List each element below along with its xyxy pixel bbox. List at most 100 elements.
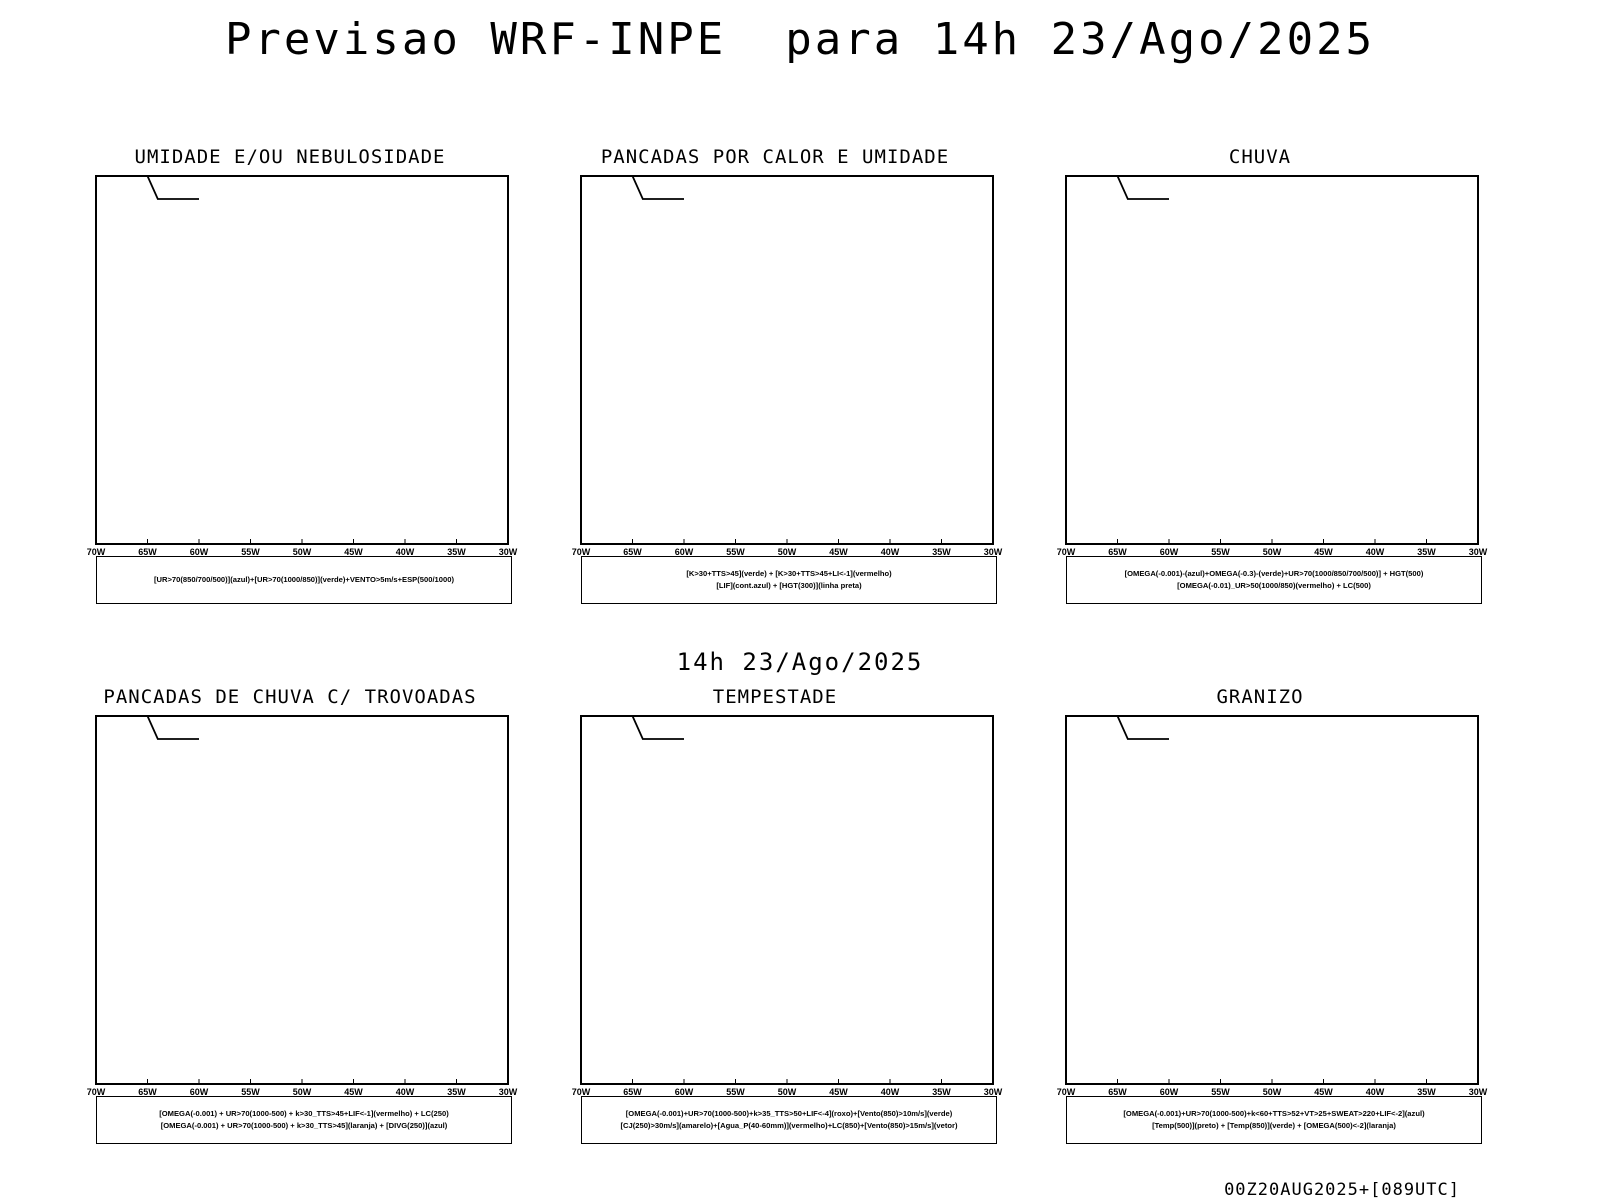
lon-tick-label: 50W [1263, 547, 1282, 557]
lon-tick-label: 30W [1469, 1087, 1488, 1097]
lon-tick-label: 40W [881, 1087, 900, 1097]
map-hail: -12-11-1012-112S15S18S21S24S27S30S33S36S… [1057, 715, 1488, 1097]
panel-title: CHUVA [1228, 146, 1292, 168]
lon-tick-label: 65W [138, 1087, 157, 1097]
lon-tick-label: 55W [241, 547, 260, 557]
lon-tick-label: 45W [829, 547, 848, 557]
lon-tick-label: 30W [499, 1087, 518, 1097]
lon-tick-label: 45W [344, 1087, 363, 1097]
lon-tick-label: 45W [1314, 1087, 1333, 1097]
lon-tick-label: 60W [675, 547, 694, 557]
panel-humidity: UMIDADE E/OU NEBULOSIDADE 10121016102010… [60, 146, 520, 616]
lon-tick-label: 50W [293, 547, 312, 557]
legend-box: [UR>70(850/700/500)](azul)+[UR>70(1000/8… [96, 556, 512, 604]
lon-tick-label: 55W [1211, 1087, 1230, 1097]
legend-box: [K>30+TTS>45](verde) + [K>30+TTS>45+LI<-… [581, 556, 997, 604]
legend-line: [OMEGA(-0.001)+UR>70(1000-500)+k<60+TTS>… [1123, 1109, 1425, 1118]
legend-line: [LIF](cont.azul) + [HGT(300)](linha pret… [716, 581, 862, 590]
lon-tick-label: 35W [1417, 1087, 1436, 1097]
lon-tick-label: 70W [572, 547, 591, 557]
legend-line: [OMEGA(-0.001) + UR>70(1000-500) + k>30_… [159, 1109, 449, 1118]
main-title: Previsao WRF-INPE para 14h 23/Ago/2025 [224, 14, 1376, 65]
lon-tick-label: 55W [726, 547, 745, 557]
lon-tick-label: 50W [778, 547, 797, 557]
legend-line: [OMEGA(-0.001)-(azul)+OMEGA(-0.3)-(verde… [1124, 569, 1424, 578]
legend-line: [K>30+TTS>45](verde) + [K>30+TTS>45+LI<-… [686, 569, 892, 578]
lon-tick-label: 40W [396, 1087, 415, 1097]
border-line [631, 716, 684, 740]
border-line [631, 176, 684, 200]
lon-tick-label: 65W [138, 547, 157, 557]
lon-tick-label: 65W [623, 1087, 642, 1097]
legend-line: [CJ(250)>30m/s](amarelo)+[Agua_P(40-60mm… [620, 1121, 958, 1130]
map-fields [581, 716, 942, 740]
lon-tick-label: 35W [932, 547, 951, 557]
model-run-label: 00Z20AUG2025+[089UTC] [1224, 1180, 1460, 1200]
legend-box: [OMEGA(-0.001) + UR>70(1000-500) + k>30_… [96, 1096, 512, 1144]
lon-tick-label: 45W [344, 547, 363, 557]
panel-title: UMIDADE E/OU NEBULOSIDADE [134, 146, 446, 168]
lon-tick-label: 50W [1263, 1087, 1282, 1097]
border-line [1116, 176, 1169, 200]
lon-tick-label: 30W [1469, 547, 1488, 557]
legend-line: [Temp(500)](preto) + [Temp(850)](verde) … [1152, 1121, 1396, 1130]
lon-tick-label: 60W [1160, 547, 1179, 557]
legend-box: [OMEGA(-0.001)+UR>70(1000-500)+k<60+TTS>… [1066, 1096, 1482, 1144]
border-line [1116, 716, 1169, 740]
legend-line: [OMEGA(-0.01)_UR>50(1000/850)(vermelho) … [1177, 581, 1371, 590]
border-line [146, 176, 199, 200]
legend-line: [OMEGA(-0.001)+UR>70(1000-500)+k>35_TTS>… [625, 1109, 953, 1118]
lon-tick-label: 65W [1108, 547, 1127, 557]
lon-tick-label: 55W [1211, 547, 1230, 557]
lon-tick-label: 40W [396, 547, 415, 557]
map-frame [1065, 175, 1479, 545]
map-frame [1065, 715, 1479, 1085]
lon-tick-label: 45W [1314, 547, 1333, 557]
panel-thunderstorms: PANCADAS DE CHUVA C/ TROVOADAS 12S15S18S… [60, 686, 520, 1156]
map-fields: 10121016102010241004100010121016 [96, 176, 468, 200]
lon-tick-label: 70W [1057, 547, 1076, 557]
lon-tick-label: 70W [572, 1087, 591, 1097]
map-thunderstorms: 12S15S18S21S24S27S30S33S36S39S42S70W65W6… [87, 710, 518, 1097]
map-frame [580, 715, 994, 1085]
lon-tick-label: 55W [726, 1087, 745, 1097]
lon-tick-label: 70W [1057, 1087, 1076, 1097]
legend-line: [OMEGA(-0.001) + UR>70(1000-500) + k>30_… [160, 1121, 448, 1130]
forecast-time-label: 14h 23/Ago/2025 [676, 648, 924, 676]
map-heat-showers: 9600952094409360928092009120904088808960… [572, 175, 1003, 557]
lon-tick-label: 35W [1417, 547, 1436, 557]
panel-title: GRANIZO [1216, 686, 1304, 708]
panel-title: PANCADAS DE CHUVA C/ TROVOADAS [103, 686, 477, 708]
lon-tick-label: 35W [447, 547, 466, 557]
lon-tick-label: 60W [190, 547, 209, 557]
streamline-circle [213, 710, 267, 711]
lon-tick-label: 70W [87, 1087, 106, 1097]
lon-tick-label: 30W [984, 547, 1003, 557]
map-fields: 9600952094409360928092009120904088808960… [628, 176, 942, 200]
panel-rain: CHUVA 5855825795765735675615585555525495… [1030, 146, 1490, 616]
legend-box: [OMEGA(-0.001)-(azul)+OMEGA(-0.3)-(verde… [1066, 556, 1482, 604]
lon-tick-label: 45W [829, 1087, 848, 1097]
lon-tick-label: 60W [1160, 1087, 1179, 1097]
lon-tick-label: 30W [984, 1087, 1003, 1097]
border-line [146, 716, 199, 740]
map-fields: 5855825795765735675615585555525495465405… [1113, 176, 1427, 200]
lon-tick-label: 50W [778, 1087, 797, 1097]
lon-tick-label: 60W [190, 1087, 209, 1097]
lon-tick-label: 60W [675, 1087, 694, 1097]
panel-hail: GRANIZO -12-11-1012-112S15S18S21S24S27S3… [1030, 686, 1490, 1156]
lon-tick-label: 40W [881, 547, 900, 557]
map-humidity: 1012101610201024100410001012101612S15S18… [87, 175, 518, 557]
lon-tick-label: 65W [1108, 1087, 1127, 1097]
lon-tick-label: 35W [932, 1087, 951, 1097]
map-frame [95, 715, 509, 1085]
lon-tick-label: 30W [499, 547, 518, 557]
legend-box: [OMEGA(-0.001)+UR>70(1000-500)+k>35_TTS>… [581, 1096, 997, 1144]
lon-tick-label: 65W [623, 547, 642, 557]
legend-line: [UR>70(850/700/500)](azul)+[UR>70(1000/8… [154, 575, 454, 584]
map-frame [95, 175, 509, 545]
map-fields [143, 710, 457, 740]
panel-title: PANCADAS POR CALOR E UMIDADE [600, 146, 950, 168]
lon-tick-label: 35W [447, 1087, 466, 1097]
lon-tick-label: 40W [1366, 547, 1385, 557]
